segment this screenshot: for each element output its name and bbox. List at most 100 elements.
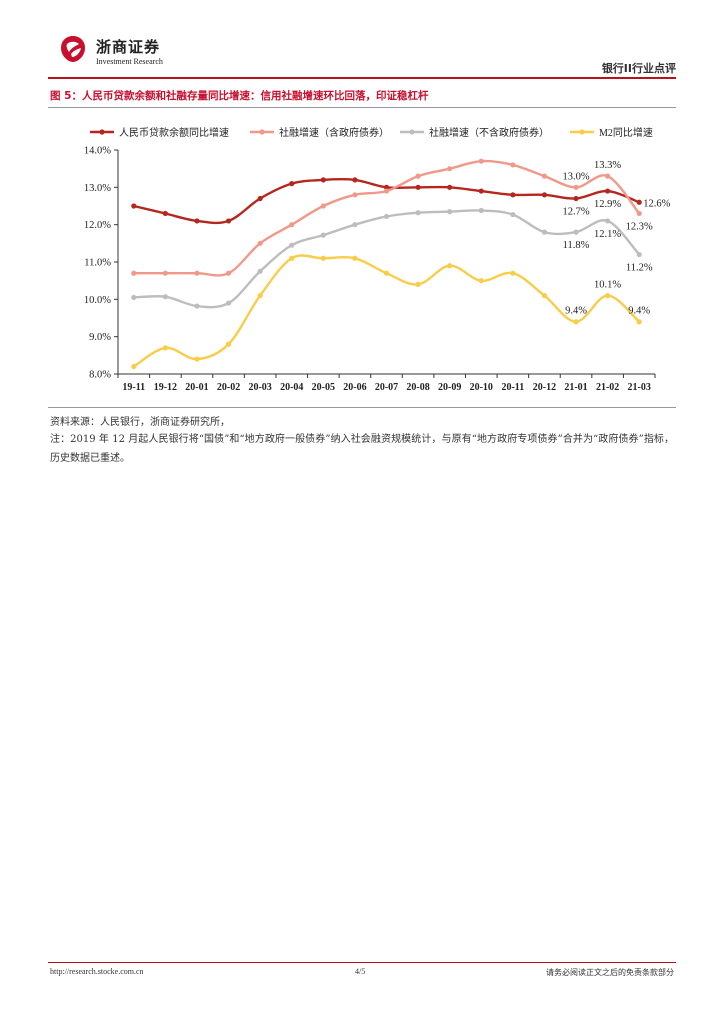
source-text: 资料来源：人民银行，浙商证券研究所，: [50, 417, 230, 428]
series-point-1: [289, 222, 295, 228]
series-point-1: [320, 203, 326, 209]
series-point-3: [162, 345, 168, 351]
series-point-1: [383, 188, 390, 194]
brand-name-cn: 浙商证券: [96, 38, 161, 56]
footer-disclaimer: 请务必阅读正文之后的免责条款部分: [546, 968, 674, 977]
series-point-3: [320, 255, 326, 261]
series-point-1: [605, 173, 611, 179]
y-tick-label: 12.0%: [84, 220, 111, 231]
figure-title: 图 5：人民币贷款余额和社融存量同比增速：信用社融增速环比回落，印证稳杠杆: [50, 90, 429, 102]
series-point-2: [289, 242, 295, 248]
series-point-0: [352, 177, 358, 183]
series-point-3: [541, 293, 548, 299]
data-label: 12.6%: [643, 198, 670, 209]
series-point-1: [352, 192, 358, 198]
x-tick-label: 21-01: [564, 382, 587, 393]
series-point-0: [194, 218, 200, 224]
legend-marker-0: [99, 129, 105, 135]
data-label: 12.9%: [594, 199, 621, 210]
footer-url[interactable]: http://research.stocke.com.cn: [50, 967, 144, 976]
series-point-1: [162, 270, 168, 276]
data-label: 11.2%: [626, 263, 653, 274]
series-point-2: [447, 209, 453, 215]
x-tick-label: 20-02: [217, 382, 240, 393]
x-tick-label: 20-03: [248, 382, 271, 393]
series-point-0: [636, 199, 642, 205]
legend-label-0: 人民币贷款余额同比增速: [119, 126, 229, 139]
brand-name-en: Investment Research: [96, 57, 163, 66]
x-tick-label: 20-08: [406, 382, 429, 393]
series-point-0: [320, 177, 326, 183]
x-tick-label: 20-04: [280, 382, 303, 393]
y-tick-label: 8.0%: [89, 370, 111, 381]
series-point-3: [573, 319, 579, 325]
y-tick-label: 11.0%: [84, 258, 111, 269]
report-section: 银行II行业点评: [601, 62, 676, 75]
x-tick-label: 20-11: [501, 382, 524, 393]
footer-divider: [48, 962, 676, 963]
header-divider: [48, 77, 676, 79]
legend-marker-2: [409, 129, 415, 135]
x-tick-label: 20-01: [185, 382, 208, 393]
series-point-2: [162, 294, 168, 300]
x-tick-label: 20-05: [312, 382, 335, 393]
series-line-2: [133, 209, 641, 309]
series-point-2: [131, 294, 137, 301]
series-point-0: [131, 203, 137, 209]
series-point-1: [257, 240, 263, 246]
legend-marker-3: [579, 129, 585, 135]
data-label: 9.4%: [565, 306, 587, 317]
page-header: 浙商证券 Investment Research 银行II行业点评: [48, 28, 676, 76]
data-label: 13.0%: [562, 171, 589, 182]
series-point-3: [510, 270, 516, 276]
series-point-0: [415, 184, 421, 190]
line-chart: 8.0% 9.0% 10.0% 11.0% 12.0% 13.0% 14.0% 19-11 19…: [84, 126, 671, 393]
x-tick-label: 19-12: [154, 382, 177, 393]
series-point-2: [415, 210, 421, 216]
series-point-0: [383, 184, 390, 190]
x-tick-label: 20-07: [375, 382, 398, 393]
series-point-2: [478, 207, 484, 214]
series-point-1: [510, 162, 516, 168]
series-point-0: [162, 210, 168, 217]
x-tick-label: 20-10: [470, 382, 493, 393]
series-point-3: [447, 263, 453, 269]
series-point-0: [447, 184, 453, 190]
x-tick-label: 21-02: [596, 382, 619, 393]
legend-label-1: 社融增速（含政府债券）: [279, 126, 389, 139]
series-point-2: [636, 251, 642, 258]
series-point-1: [447, 166, 453, 172]
data-label: 13.3%: [594, 160, 621, 171]
data-label: 10.1%: [594, 280, 621, 291]
series-point-2: [194, 303, 200, 309]
x-tick-label: 20-12: [533, 382, 556, 393]
series-point-3: [194, 356, 200, 362]
series-point-3: [605, 293, 611, 299]
series-point-2: [320, 232, 326, 238]
y-tick-label: 14.0%: [84, 146, 111, 157]
series-point-1: [225, 270, 232, 276]
data-label: 12.3%: [626, 221, 653, 232]
y-tick-label: 10.0%: [84, 295, 111, 306]
series-point-3: [383, 270, 390, 276]
x-tick-label: 20-09: [438, 382, 461, 393]
data-label: 12.7%: [562, 207, 589, 218]
brand-logo-icon: [61, 36, 85, 62]
series-point-2: [541, 229, 548, 235]
data-label: 12.1%: [594, 229, 621, 240]
series-point-3: [415, 281, 421, 287]
y-tick-label: 9.0%: [89, 332, 111, 343]
series-point-3: [225, 341, 232, 347]
x-tick-label: 21-03: [628, 382, 651, 393]
series-point-2: [225, 300, 232, 306]
note-text: 注：2019 年 12 月起人民银行将“国债”和“地方政府一般债券”纳入社会融资…: [50, 434, 674, 464]
x-tick-label: 20-06: [343, 382, 366, 393]
legend-label-2: 社融增速（不含政府债券）: [429, 126, 549, 139]
series-point-1: [194, 270, 200, 276]
series-point-3: [478, 278, 484, 284]
y-tick-label: 13.0%: [84, 183, 111, 194]
series-point-0: [289, 181, 295, 187]
series-point-2: [257, 268, 263, 274]
series-point-0: [225, 218, 232, 224]
series-point-3: [636, 319, 642, 325]
